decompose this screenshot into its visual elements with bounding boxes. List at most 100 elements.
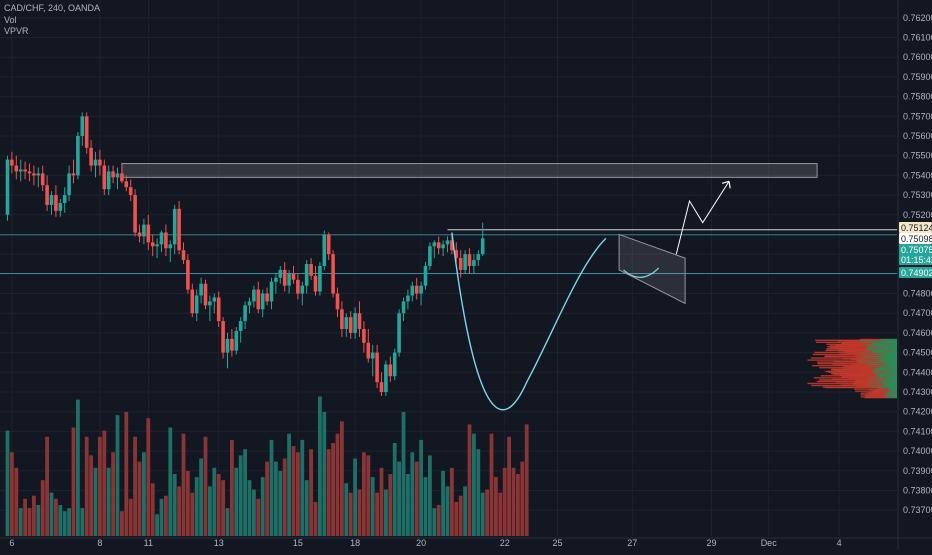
volume-bar (177, 486, 181, 536)
price-tag-bg (899, 222, 932, 233)
vpvr-bar-down (860, 394, 885, 396)
y-tick-label: 0.73700 (903, 505, 932, 515)
volume-bar (71, 427, 76, 536)
volume-bar (362, 452, 366, 536)
volume-bar (133, 436, 137, 536)
candle-body (445, 240, 450, 245)
volume-bar (498, 492, 503, 536)
candle-body (128, 187, 133, 196)
volume-bar (516, 474, 520, 536)
volume-bar (23, 498, 27, 536)
volume-bar (137, 461, 142, 536)
volume-bar (331, 443, 335, 536)
x-tick-label: 13 (214, 538, 224, 548)
candle-body (203, 283, 208, 306)
candle-body (428, 246, 432, 266)
candle-body (388, 364, 393, 377)
candle-body (357, 313, 362, 329)
x-tick-label: 6 (9, 538, 14, 548)
vpvr-indicator-label[interactable]: VPVR (4, 26, 29, 36)
vpvr-bar-up (871, 343, 897, 345)
volume-bar (225, 508, 230, 536)
candle-body (265, 293, 269, 302)
volume-bar (67, 508, 71, 536)
handle-curve (623, 267, 660, 278)
volume-bar (458, 495, 463, 536)
vpvr-bar-down (829, 347, 867, 349)
candle-body (146, 224, 151, 243)
volume-bar (274, 461, 278, 536)
vpvr-bar-down (854, 348, 878, 351)
x-tick-label: 8 (97, 538, 102, 548)
vpvr-bar-down (855, 379, 883, 382)
candle-body (247, 301, 252, 306)
volume-bar (168, 427, 173, 536)
vpvr-histogram (807, 338, 897, 399)
vpvr-bar-down (841, 343, 872, 345)
volume-bar (432, 508, 437, 536)
volume-bar (296, 452, 300, 536)
vpvr-bar-down (817, 362, 870, 365)
volume-bar (445, 486, 450, 536)
volume-bar (291, 446, 296, 536)
vpvr-bar-down (848, 378, 880, 380)
candle-body (150, 242, 155, 247)
candle-body (14, 165, 19, 172)
candle-body (54, 195, 58, 211)
volume-bar (282, 458, 287, 536)
vpvr-bar-down (819, 367, 870, 369)
candle-body (190, 289, 195, 314)
volume-bar (480, 492, 485, 536)
volume-bar (93, 467, 98, 536)
vpvr-bar-up (880, 338, 897, 341)
candle-body (410, 285, 415, 296)
projection-path (675, 181, 730, 255)
volume-bar (406, 474, 410, 536)
candle-body (199, 283, 203, 296)
candle-body (450, 240, 454, 251)
volume-bar (260, 477, 265, 536)
volume-bar (397, 461, 401, 536)
candle-body (76, 136, 80, 176)
volume-bar (102, 430, 107, 536)
vpvr-bar-down (813, 377, 868, 379)
candle-body (194, 295, 199, 314)
candle-body (454, 250, 459, 259)
candle-body (234, 330, 239, 351)
candle-body (318, 265, 322, 292)
volume-bar (357, 489, 362, 536)
flag-channel (618, 233, 686, 305)
vpvr-bar-down (807, 359, 857, 361)
price-tag-bg (899, 244, 932, 255)
candle-body (58, 202, 63, 211)
candle-body (331, 254, 335, 294)
volume-bar (392, 443, 397, 536)
volume-indicator-label[interactable]: Vol (4, 15, 17, 25)
candle-body (177, 208, 181, 251)
vpvr-bar-down (822, 386, 872, 388)
candle-body (186, 260, 190, 290)
volume-bar (98, 436, 102, 536)
vpvr-bar-down (814, 351, 860, 354)
candle-body (384, 364, 388, 392)
candle-body (84, 116, 89, 148)
volume-bar (27, 508, 32, 536)
volume-bar (502, 467, 507, 536)
candles (5, 112, 485, 396)
volume-bar (344, 483, 349, 536)
candle-body (221, 321, 225, 353)
vpvr-bar-down (854, 388, 883, 390)
